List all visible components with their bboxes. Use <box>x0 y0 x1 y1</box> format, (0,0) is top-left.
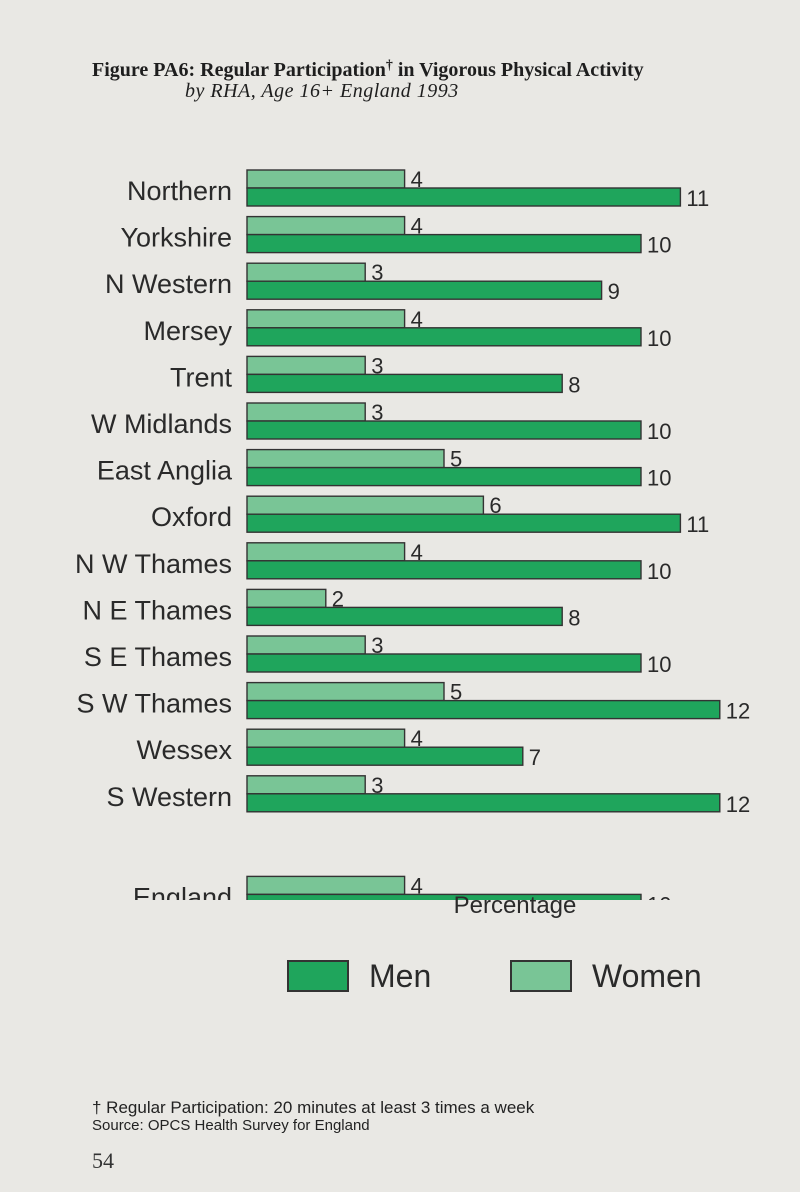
value-label-men-yorkshire: 10 <box>647 233 671 258</box>
bar-chart: Northern 4 11 Yorkshire 4 10 N Western 3 9 Mersey… <box>75 167 750 900</box>
value-label-men-s-w-thames: 12 <box>726 699 750 724</box>
value-label-men-n-w-thames: 10 <box>647 559 671 584</box>
value-label-men-n-e-thames: 8 <box>568 605 580 630</box>
value-label-women-trent: 3 <box>371 353 383 378</box>
bar-men-northern <box>246 187 682 207</box>
bar-men-trent <box>246 373 563 394</box>
category-label-n-w-thames: N W Thames <box>75 549 232 579</box>
value-label-men-trent: 8 <box>568 372 580 397</box>
bar-men-mersey <box>246 327 642 347</box>
category-label-oxford: Oxford <box>151 502 232 532</box>
category-label-northern: Northern <box>127 176 232 206</box>
category-label-trent: Trent <box>170 362 233 392</box>
legend-label-men: Men <box>369 957 432 994</box>
category-label-wessex: Wessex <box>136 735 232 765</box>
bar-men-w-midlands <box>246 420 642 440</box>
value-label-women-s-e-thames: 3 <box>371 633 383 658</box>
bar-women-w-midlands <box>246 402 366 422</box>
category-label-s-e-thames: S E Thames <box>84 642 232 672</box>
value-label-men-oxford: 11 <box>686 512 709 537</box>
source-note: Source: OPCS Health Survey for England <box>92 1117 370 1134</box>
value-label-men-n-western: 9 <box>608 279 620 304</box>
legend-swatch-men <box>287 960 349 992</box>
bar-men-s-w-thames <box>246 699 721 720</box>
bar-men-n-e-thames <box>246 606 563 627</box>
value-label-women-wessex: 4 <box>411 726 423 751</box>
value-label-women-northern: 4 <box>411 167 423 192</box>
figure-subtitle: by RHA, Age 16+ England 1993 <box>185 80 459 102</box>
bar-men-s-western <box>246 793 721 813</box>
value-label-men-east-anglia: 10 <box>647 466 671 491</box>
bar-men-wessex <box>246 746 524 766</box>
category-label-yorkshire: Yorkshire <box>120 223 232 253</box>
category-label-n-e-thames: N E Thames <box>82 595 232 625</box>
legend-item-men: Men <box>287 956 431 996</box>
bar-women-trent <box>246 355 366 376</box>
value-label-women-yorkshire: 4 <box>411 214 423 239</box>
category-label-s-w-thames: S W Thames <box>76 689 232 719</box>
value-label-women-east-anglia: 5 <box>450 447 462 472</box>
value-label-women-n-western: 3 <box>371 260 383 285</box>
bar-women-mersey <box>246 309 406 329</box>
bar-women-england <box>246 875 406 896</box>
value-label-women-n-w-thames: 4 <box>411 540 423 565</box>
bar-women-oxford <box>246 495 485 515</box>
bar-women-n-e-thames <box>246 588 327 609</box>
x-axis-label: Percentage <box>453 892 577 919</box>
page-number: 54 <box>92 1148 114 1173</box>
category-label-mersey: Mersey <box>143 316 232 346</box>
value-label-men-wessex: 7 <box>529 745 541 770</box>
bar-women-east-anglia <box>246 448 445 469</box>
bar-men-oxford <box>246 513 682 533</box>
value-label-men-w-midlands: 10 <box>647 419 671 444</box>
category-label-n-western: N Western <box>105 269 232 299</box>
value-label-women-mersey: 4 <box>411 307 423 332</box>
category-label-w-midlands: W Midlands <box>91 409 232 439</box>
bar-women-wessex <box>246 728 406 748</box>
value-label-women-n-e-thames: 2 <box>332 586 344 611</box>
value-label-women-w-midlands: 3 <box>371 400 383 425</box>
bar-women-s-western <box>246 775 366 795</box>
title-dagger: † <box>385 58 393 73</box>
value-label-men-england: 10 <box>647 892 671 900</box>
bar-men-england <box>246 893 642 900</box>
bar-women-northern <box>246 169 406 189</box>
value-label-men-northern: 11 <box>686 186 709 211</box>
value-label-women-oxford: 6 <box>489 493 501 518</box>
footnote: † Regular Participation: 20 minutes at l… <box>92 1098 535 1117</box>
bar-women-s-e-thames <box>246 635 366 655</box>
legend-label-women: Women <box>592 957 702 994</box>
value-label-women-england: 4 <box>411 873 423 898</box>
bar-women-s-w-thames <box>246 681 445 702</box>
category-label-s-western: S Western <box>106 782 232 812</box>
legend-item-women: Women <box>510 956 702 996</box>
legend-swatch-women <box>510 960 572 992</box>
bar-women-n-western <box>246 262 366 282</box>
bar-men-n-western <box>246 280 603 300</box>
bar-women-n-w-thames <box>246 542 406 562</box>
figure-title: Figure PA6: Regular Participation† in Vi… <box>92 58 644 81</box>
value-label-men-mersey: 10 <box>647 326 671 351</box>
bar-men-n-w-thames <box>246 560 642 580</box>
value-label-men-s-western: 12 <box>726 792 750 817</box>
value-label-women-s-western: 3 <box>371 773 383 798</box>
value-label-men-s-e-thames: 10 <box>647 652 671 677</box>
bar-women-yorkshire <box>246 215 406 236</box>
category-label-england: England <box>133 882 232 900</box>
category-label-east-anglia: East Anglia <box>97 456 233 486</box>
bar-men-east-anglia <box>246 466 642 487</box>
bar-men-yorkshire <box>246 233 642 254</box>
value-label-women-s-w-thames: 5 <box>450 680 462 705</box>
bar-men-s-e-thames <box>246 653 642 673</box>
